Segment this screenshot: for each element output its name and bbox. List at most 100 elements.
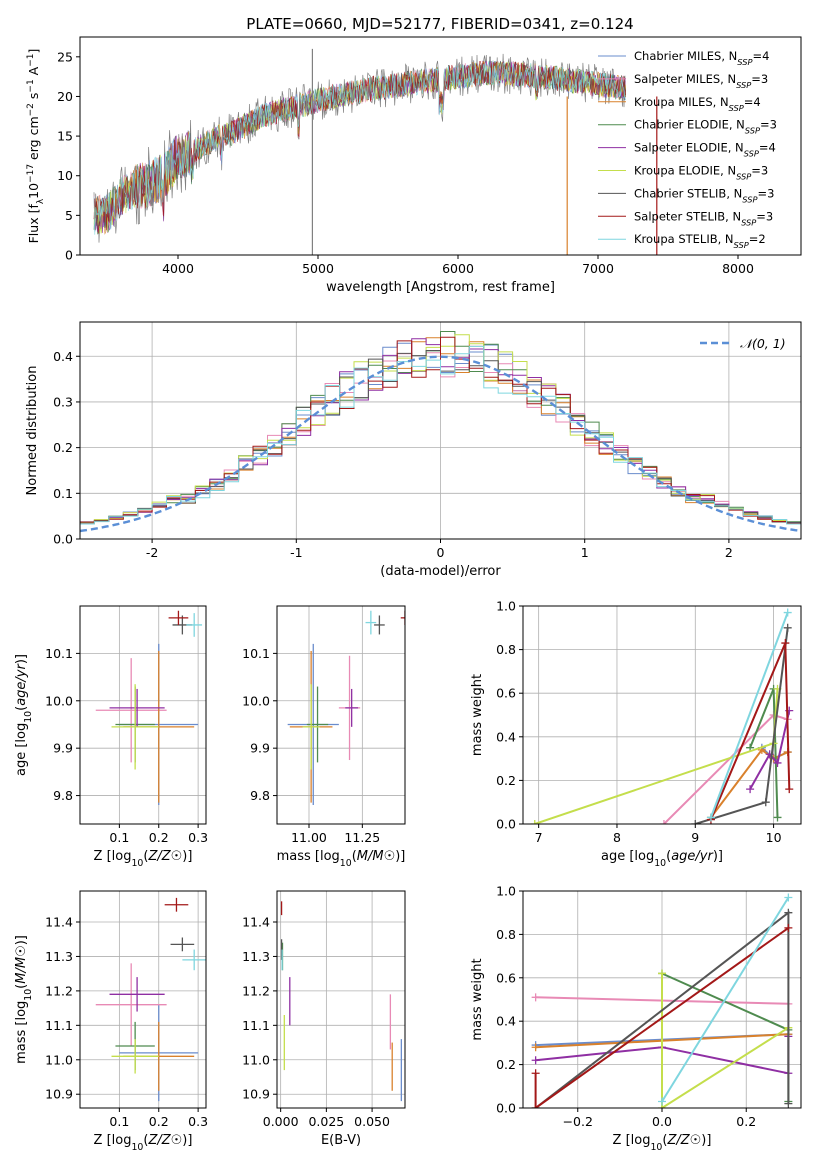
grid-lines	[80, 891, 206, 1108]
ticks: 7 8 9 10 0.0 0.2 0.4 0.6 0.8 1.0	[496, 599, 781, 846]
x-tick-label: 6000	[442, 261, 474, 276]
x-tick-label: 0.000	[263, 1114, 299, 1129]
x-tick-label: 2	[725, 545, 733, 560]
data-point	[109, 688, 165, 727]
x-tick-label: 0.1	[109, 1114, 129, 1129]
x-tick-label: 11.25	[344, 830, 380, 845]
data-point	[95, 963, 167, 1046]
y-tick-label: 0	[65, 248, 73, 263]
series-marker	[691, 820, 700, 824]
series-marker	[781, 639, 790, 648]
panel-weight-vs-age: 7 8 9 10 0.0 0.2 0.4 0.6 0.8 1.0 age [log10(age/yr…	[470, 599, 802, 869]
panels: 4000 5000 6000 7000 80000510152025wavelength…	[14, 36, 802, 1153]
x-tick-label: 0.1	[109, 830, 129, 845]
series-marker	[746, 785, 755, 794]
series-marker	[773, 758, 782, 767]
plot-area	[95, 610, 203, 806]
series-marker	[706, 813, 715, 822]
series-marker	[531, 1056, 540, 1065]
series-marker	[784, 1099, 793, 1108]
spectrum-line	[93, 61, 626, 234]
legend: Chabrier MILES, NSSP=4 Salpeter MILES, NS…	[598, 49, 777, 250]
panel-mass-vs-ebv: 0.000 0.025 0.050 10.9 11.0 11.1 11.2 11.3 11.4 E…	[242, 890, 406, 1148]
y-tick-label: 0.6	[496, 686, 516, 701]
x-tick-label: 0.2	[149, 1114, 169, 1129]
panel-weight-vs-Z: −0.2 0.0 0.2 0.0 0.2 0.4 0.6 0.8 1.0 Z [log10(Z/Z…	[470, 884, 802, 1153]
y-axis-label: mass weight	[470, 674, 485, 756]
y-tick-label: 9.8	[250, 788, 270, 803]
legend-label: Chabrier STELIB, NSSP=3	[634, 186, 774, 204]
panel-mass-vs-Z: 0.1 0.2 0.3 10.9 11.0 11.1 11.2 11.3 11.4 Z [log1…	[14, 890, 208, 1153]
y-tick-label: 0.2	[496, 1057, 516, 1072]
spectrum-line	[93, 60, 626, 228]
y-tick-label: 10.9	[242, 1087, 270, 1102]
y-tick-label: 9.9	[250, 741, 270, 756]
x-tick-label: 0.2	[149, 830, 169, 845]
series-marker	[531, 993, 540, 1002]
x-tick-label: -2	[146, 545, 158, 560]
y-tick-label: 20	[57, 89, 73, 104]
y-tick-label: 11.0	[242, 1052, 270, 1067]
axes-frame	[522, 605, 802, 825]
x-tick-label: 8000	[722, 261, 754, 276]
legend-label: Kroupa MILES, NSSP=4	[634, 95, 761, 113]
y-tick-label: 0.0	[53, 532, 73, 547]
y-tick-label: 0.4	[53, 349, 73, 364]
data-point	[111, 684, 159, 770]
grid-lines	[80, 606, 206, 824]
series	[659, 711, 792, 824]
x-tick-label: 0.3	[188, 830, 208, 845]
legend-label: Chabrier ELODIE, NSSP=3	[634, 118, 777, 136]
data-point	[109, 977, 165, 1012]
x-axis-label: mass [log10(M/M☉)]	[277, 849, 406, 869]
legend-label: Chabrier MILES, NSSP=4	[634, 49, 769, 67]
plot-area	[80, 331, 801, 533]
plot-area	[531, 893, 793, 1108]
series	[530, 684, 782, 824]
grid-lines	[277, 891, 405, 1108]
x-axis-label: age [log10(age/yr)]	[601, 849, 723, 869]
series-marker	[773, 813, 782, 822]
ticks: 0.000 0.025 0.050 10.9 11.0 11.1 11.2 11.3 11.4	[242, 915, 390, 1130]
legend-label: Kroupa ELODIE, NSSP=3	[634, 164, 768, 182]
series-marker	[658, 1097, 666, 1106]
gaussian-curve	[80, 355, 799, 533]
series-marker	[784, 908, 793, 917]
data-point	[374, 615, 385, 635]
y-tick-label: 10	[57, 168, 73, 183]
legend-label: Salpeter ELODIE, NSSP=4	[634, 141, 776, 159]
y-tick-label: 0.6	[496, 970, 516, 985]
y-tick-label: 11.2	[242, 983, 270, 998]
ticks: 4000 5000 6000 7000 8000 0 5 10 15 20 25	[57, 49, 754, 276]
x-tick-label: 0.2	[736, 1114, 756, 1129]
legend-label: Salpeter MILES, NSSP=3	[634, 72, 768, 90]
panel-residual-hist: -2 -1 0 1 2 0.0 0.1 0.2 0.3 0.4 (data-model)/error…	[25, 321, 802, 579]
ticks: -2 -1 0 1 2 0.0 0.1 0.2 0.3 0.4	[53, 349, 733, 560]
plot-area	[280, 901, 402, 1102]
x-tick-label: 11.00	[291, 830, 327, 845]
x-tick-label: 8	[613, 830, 621, 845]
x-tick-label: 7000	[582, 261, 614, 276]
axes-frame	[276, 890, 406, 1109]
x-axis-label: Z [log10(Z/Z☉)]	[94, 1133, 193, 1153]
series-marker	[659, 820, 668, 824]
y-axis-label: mass [log10(M/M☉)]	[14, 935, 34, 1064]
series-marker	[785, 785, 794, 794]
legend-label: 𝒩(0, 1)	[740, 336, 786, 351]
y-axis-label: mass weight	[470, 958, 485, 1040]
series	[531, 923, 793, 1108]
series	[706, 608, 792, 822]
plot-area	[95, 897, 206, 1102]
series-line	[749, 710, 791, 790]
plot-area	[287, 610, 405, 806]
y-tick-label: 11.4	[45, 915, 73, 930]
series-marker	[530, 820, 539, 824]
y-tick-label: 0.4	[496, 729, 516, 744]
y-tick-label: 11.3	[242, 949, 270, 964]
x-axis-label: Z [log10(Z/Z☉)]	[613, 1133, 712, 1153]
x-tick-label: −0.2	[563, 1114, 593, 1129]
x-tick-label: 0.3	[188, 1114, 208, 1129]
series-line	[661, 896, 790, 1103]
series-marker	[658, 969, 666, 978]
axes-frame	[79, 36, 802, 256]
